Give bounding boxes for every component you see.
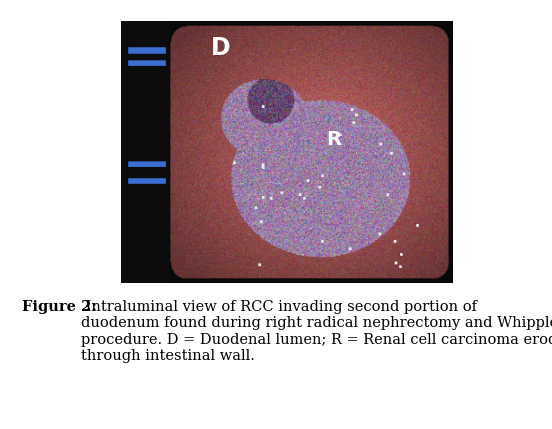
- Text: Figure 2:: Figure 2:: [22, 300, 97, 314]
- Text: D: D: [211, 36, 231, 60]
- Text: R: R: [326, 130, 341, 149]
- Text: Intraluminal view of RCC invading second portion of
duodenum found during right : Intraluminal view of RCC invading second…: [81, 300, 552, 363]
